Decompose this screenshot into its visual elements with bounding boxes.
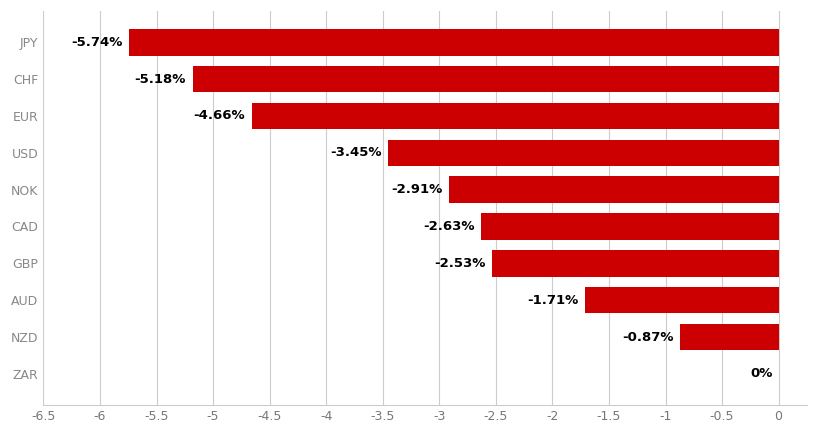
Bar	[492, 250, 779, 276]
Bar	[129, 29, 779, 56]
Bar	[252, 103, 779, 129]
Bar	[481, 213, 779, 240]
Text: -4.66%: -4.66%	[193, 109, 245, 122]
Bar	[585, 287, 779, 313]
Text: -2.53%: -2.53%	[434, 257, 486, 270]
Bar	[193, 66, 779, 92]
Bar	[389, 140, 779, 166]
Text: -2.91%: -2.91%	[392, 183, 443, 196]
Text: -0.87%: -0.87%	[622, 331, 673, 344]
Bar	[681, 324, 779, 350]
Text: -5.18%: -5.18%	[135, 72, 186, 85]
Text: -3.45%: -3.45%	[330, 146, 382, 159]
Bar	[450, 176, 779, 203]
Text: -1.71%: -1.71%	[527, 294, 578, 307]
Text: -5.74%: -5.74%	[71, 36, 123, 49]
Text: 0%: 0%	[751, 367, 773, 380]
Text: -2.63%: -2.63%	[423, 220, 474, 233]
